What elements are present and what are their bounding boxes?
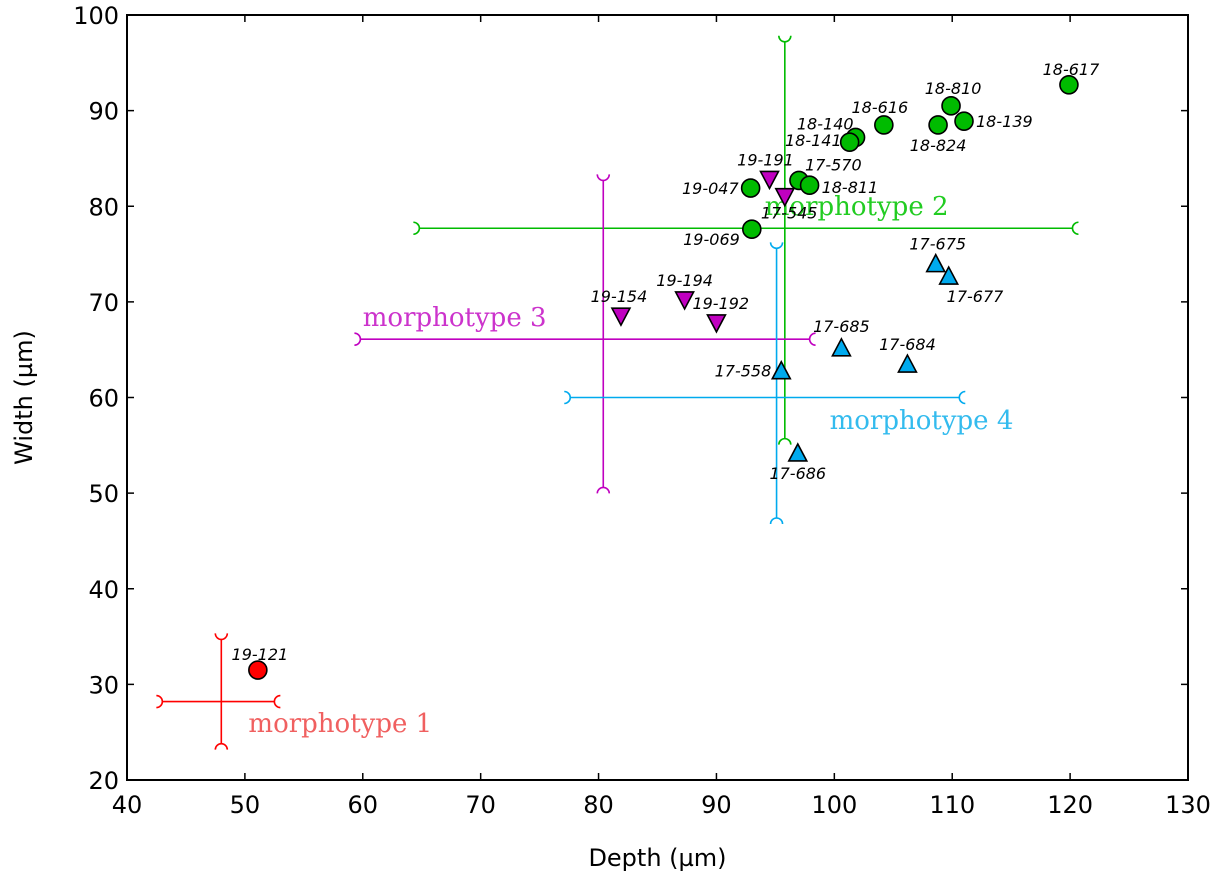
point-label: 18-140 <box>797 114 854 133</box>
range-cap <box>413 221 421 236</box>
group-label: morphotype 1 <box>248 709 432 739</box>
data-point <box>839 132 860 152</box>
range-cap <box>778 35 792 43</box>
point-label: 17-686 <box>769 464 826 483</box>
group-label: morphotype 3 <box>363 303 547 333</box>
data-points <box>248 75 1079 680</box>
data-point <box>674 291 695 311</box>
data-point <box>759 170 780 191</box>
point-label: 19-069 <box>683 230 740 249</box>
range-cap <box>958 390 966 405</box>
x-tick-label: 40 <box>112 791 143 819</box>
x-tick-label: 50 <box>230 791 261 819</box>
point-label: 18-824 <box>910 136 967 155</box>
x-tick-label: 60 <box>348 791 379 819</box>
point-label: 19-154 <box>591 287 648 306</box>
point-labels: 19-12118-61718-81018-13918-82418-61618-1… <box>232 60 1101 664</box>
y-tick-label: 60 <box>88 385 119 413</box>
data-point <box>610 307 632 327</box>
point-label: 18-811 <box>822 178 879 197</box>
data-point <box>925 252 947 273</box>
data-point <box>248 660 268 680</box>
group-label: morphotype 2 <box>765 192 949 222</box>
point-label: 18-810 <box>925 79 982 98</box>
range-cap <box>214 742 229 750</box>
range-cap <box>769 517 784 525</box>
range-cap <box>769 242 784 250</box>
data-point <box>799 175 820 196</box>
data-point <box>774 187 796 208</box>
x-tick-label: 100 <box>811 791 857 819</box>
y-tick-label: 80 <box>88 193 119 221</box>
y-tick-label: 30 <box>88 671 119 699</box>
data-point <box>874 115 894 135</box>
point-label: 19-192 <box>692 294 749 313</box>
x-axis-title: Depth (µm) <box>588 844 726 872</box>
y-axis: 20 30 40 50 60 70 80 90 100 <box>73 2 1188 795</box>
range-cap <box>808 332 816 346</box>
data-point <box>954 111 974 131</box>
range-cap <box>214 633 229 641</box>
point-label: 17-558 <box>715 362 772 381</box>
data-point <box>941 96 961 116</box>
y-tick-label: 90 <box>88 98 119 126</box>
point-label: 17-685 <box>813 317 870 336</box>
point-label: 18-141 <box>785 131 842 150</box>
range-cap <box>273 694 281 709</box>
range-cap <box>564 390 572 405</box>
x-axis: 40 50 60 70 80 90 100 110 120 130 <box>112 15 1211 819</box>
y-tick-label: 100 <box>73 2 119 30</box>
range-cap <box>596 174 611 182</box>
range-cap <box>354 332 362 346</box>
range-cap <box>156 694 164 709</box>
point-label: 17-684 <box>879 335 936 354</box>
data-point <box>706 314 727 334</box>
point-label: 18-616 <box>852 98 909 117</box>
point-label: 18-617 <box>1043 60 1100 79</box>
data-point <box>787 442 809 462</box>
point-label: 19-194 <box>656 271 713 290</box>
point-label: 17-545 <box>761 204 818 223</box>
point-label: 19-191 <box>737 150 794 169</box>
x-tick-label: 80 <box>583 791 614 819</box>
x-tick-label: 110 <box>929 791 975 819</box>
y-tick-label: 50 <box>88 480 119 508</box>
x-tick-label: 70 <box>465 791 496 819</box>
y-tick-label: 20 <box>88 767 119 795</box>
data-point <box>928 115 948 135</box>
y-tick-label: 40 <box>88 576 119 604</box>
data-point <box>1059 75 1079 95</box>
y-axis-title: Width (µm) <box>10 330 38 465</box>
data-point <box>770 360 792 380</box>
point-label: 18-139 <box>976 112 1033 131</box>
point-label: 17-570 <box>805 155 862 174</box>
point-label: 19-047 <box>682 179 739 198</box>
x-tick-label: 130 <box>1165 791 1211 819</box>
data-point <box>740 178 761 198</box>
x-tick-label: 120 <box>1047 791 1093 819</box>
group-labels: morphotype 1 morphotype 2 morphotype 3 morp… <box>248 192 1013 739</box>
data-point <box>938 265 960 285</box>
point-label: 19-121 <box>232 645 289 664</box>
group-label: morphotype 4 <box>830 406 1014 436</box>
data-point <box>897 353 918 373</box>
x-tick-label: 90 <box>701 791 732 819</box>
range-cap <box>778 437 792 445</box>
point-label: 17-677 <box>947 287 1004 306</box>
data-point <box>742 219 762 239</box>
range-cap <box>1071 221 1079 236</box>
point-label: 17-675 <box>909 235 966 254</box>
data-point <box>831 337 852 357</box>
range-cap <box>596 486 611 494</box>
y-tick-label: 70 <box>88 289 119 317</box>
